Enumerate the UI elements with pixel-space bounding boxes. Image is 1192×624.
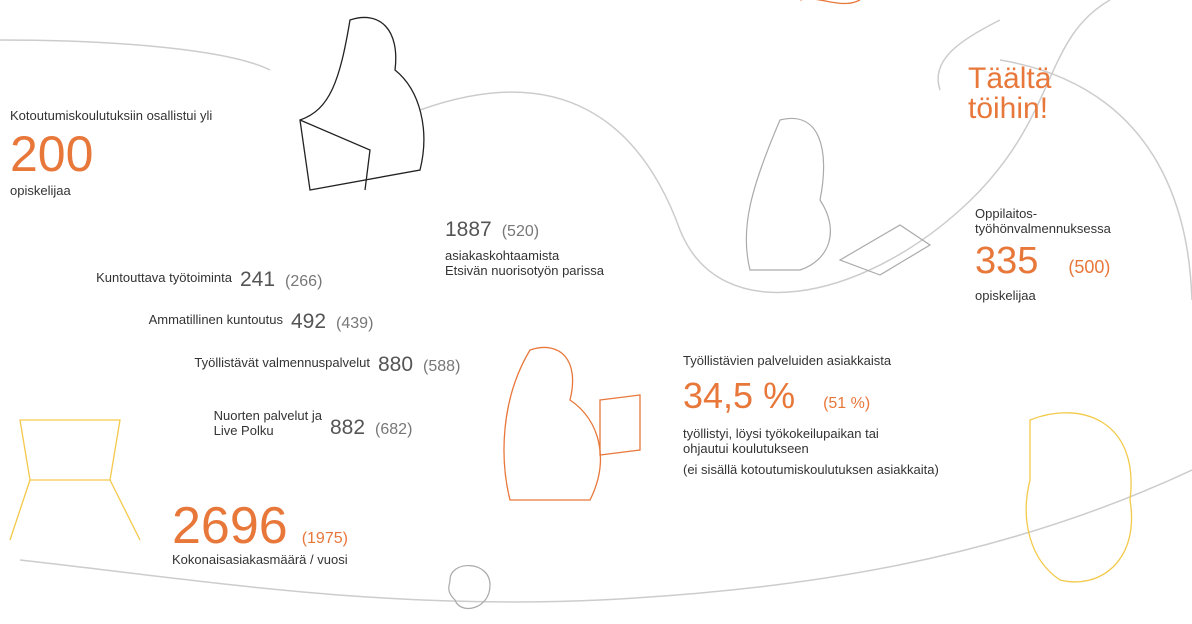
previous: (1975) [302, 530, 348, 547]
service-values: 492 (439) [291, 310, 373, 334]
note: (ei sisällä kotoutumiskoulutuksen asiakk… [683, 462, 939, 477]
previous: (439) [336, 315, 373, 332]
line: työllistyi, löysi työkokeilupaikan tai [683, 426, 939, 441]
line: asiakaskohtaamista [445, 248, 604, 263]
page: {"heading": ["Täältä", "töihin!"], "inte… [0, 0, 1192, 624]
school-block: Oppilaitos- työhönvalmennuksessa 335 (500… [975, 206, 1111, 303]
service-label: Kuntouttava työtoiminta [96, 270, 232, 285]
heading: Täältä töihin! [968, 64, 1051, 124]
label: Työllistävien palveluiden asiakkaista [683, 353, 939, 368]
value: 200 [10, 129, 212, 179]
previous: (588) [423, 358, 460, 375]
label: työhönvalmennuksessa [975, 221, 1111, 236]
value: 492 [291, 310, 326, 333]
label-line: Ammatillinen kuntoutus [149, 312, 283, 327]
label-line: Kuntouttava työtoiminta [96, 270, 232, 285]
label: Oppilaitos- [975, 206, 1111, 221]
service-values: 241 (266) [240, 268, 322, 292]
value: 241 [240, 268, 275, 291]
previous: (51 %) [823, 395, 870, 412]
label: Kokonaisasiakasmäärä / vuosi [172, 552, 348, 567]
value: 34,5 % [683, 375, 795, 416]
integration-block: Kotoutumiskoulutuksiin osallistui yli 20… [10, 108, 212, 198]
label-line: Nuorten palvelut ja [214, 408, 322, 423]
label-line: Työllistävät valmennuspalvelut [194, 355, 370, 370]
heading-line: töihin! [968, 94, 1051, 124]
service-label: Ammatillinen kuntoutus [149, 312, 283, 327]
unit: opiskelijaa [975, 288, 1111, 303]
line: Etsivän nuorisotyön parissa [445, 263, 604, 278]
label-line: Live Polku [214, 423, 322, 438]
value: 882 [330, 416, 365, 439]
unit: opiskelijaa [10, 183, 212, 198]
heading-line: Täältä [968, 64, 1051, 94]
value: 1887 [445, 218, 492, 241]
service-label: Työllistävät valmennuspalvelut [194, 355, 370, 370]
value: 335 [975, 240, 1038, 282]
service-row: Kuntouttava työtoiminta [96, 270, 240, 285]
employment-block: Työllistävien palveluiden asiakkaista 34… [683, 353, 939, 477]
service-row: Ammatillinen kuntoutus [149, 312, 291, 327]
previous: (500) [1068, 257, 1110, 277]
service-values: 882 (682) [330, 416, 412, 440]
previous: (266) [285, 273, 322, 290]
outreach-block: 1887 (520) asiakaskohtaamista Etsivän nuo… [445, 218, 604, 278]
label: Kotoutumiskoulutuksiin osallistui yli [10, 108, 212, 123]
value: 2696 [172, 497, 288, 555]
previous: (520) [502, 223, 539, 240]
service-values: 880 (588) [378, 353, 460, 377]
line: ohjautui koulutukseen [683, 441, 939, 456]
total-block: 2696 (1975) Kokonaisasiakasmäärä / vuosi [172, 500, 348, 567]
value: 880 [378, 353, 413, 376]
previous: (682) [375, 421, 412, 438]
service-row: Työllistävät valmennuspalvelut [194, 355, 378, 370]
